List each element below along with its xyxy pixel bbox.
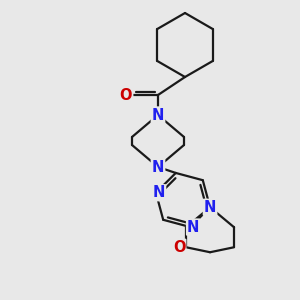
Text: O: O [173,240,185,255]
Text: N: N [204,200,216,215]
Text: N: N [152,107,164,122]
Text: N: N [152,160,164,175]
Text: O: O [120,88,132,103]
Text: N: N [187,220,200,235]
Text: N: N [153,185,165,200]
